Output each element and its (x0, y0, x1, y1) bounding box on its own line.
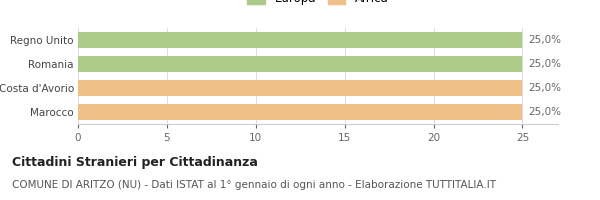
Text: 25,0%: 25,0% (528, 83, 561, 93)
Bar (78, 56, 523, 72)
Text: 25,0%: 25,0% (528, 59, 561, 69)
Legend: Europa, Africa: Europa, Africa (247, 0, 389, 5)
Text: 25,0%: 25,0% (528, 35, 561, 45)
Bar (78, 80, 523, 96)
Text: Cittadini Stranieri per Cittadinanza: Cittadini Stranieri per Cittadinanza (12, 156, 258, 169)
Text: COMUNE DI ARITZO (NU) - Dati ISTAT al 1° gennaio di ogni anno - Elaborazione TUT: COMUNE DI ARITZO (NU) - Dati ISTAT al 1°… (12, 180, 496, 190)
Bar (78, 104, 523, 120)
Text: 25,0%: 25,0% (528, 107, 561, 117)
Bar (78, 32, 523, 48)
